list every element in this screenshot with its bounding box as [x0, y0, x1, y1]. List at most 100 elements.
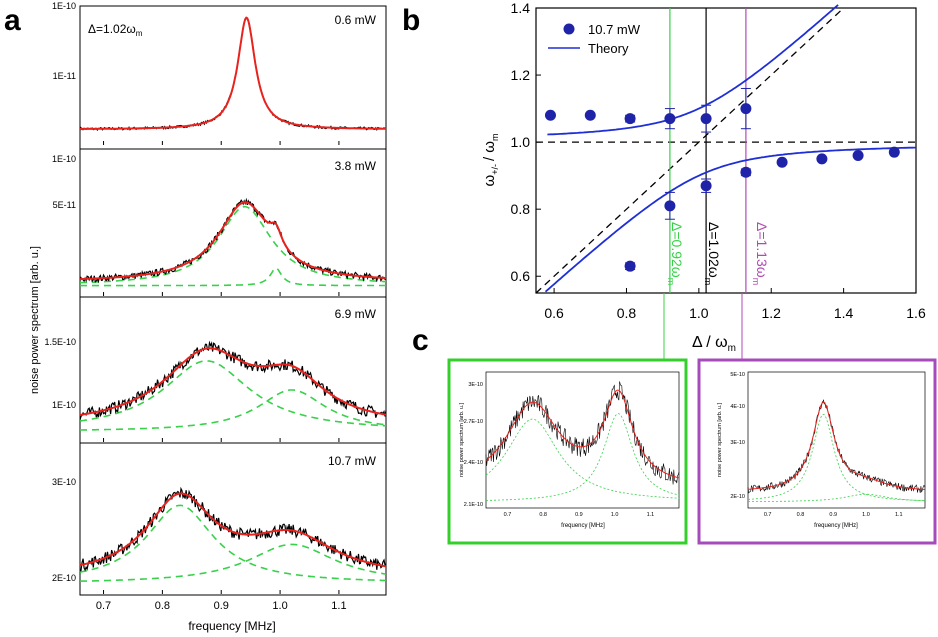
- s1-ytick-1: 1E-11: [53, 71, 76, 81]
- ylabel-den-sub: m: [490, 133, 500, 141]
- fit-curve-3: [79, 347, 387, 416]
- panel-a: noise power spectrum [arb. u.] frequency…: [29, 1, 387, 633]
- inset-left-axes: [485, 371, 680, 509]
- theory-upper-branch: [547, 4, 839, 136]
- inset-2-xtick-label: 1.1: [895, 512, 903, 518]
- b-xtick-label: 1.2: [762, 305, 782, 321]
- cr-ytick-1: 4E-10: [730, 404, 745, 410]
- b-xtick-label: 1.6: [906, 305, 926, 321]
- data-point-lower: [888, 146, 900, 158]
- inset-2-component-0: [748, 413, 926, 501]
- cl-xlabel: frequency [MHz]: [561, 523, 605, 529]
- detuning-label: Δ=1.02ωm: [88, 22, 143, 38]
- b-xtick-label: 0.8: [617, 305, 637, 321]
- cl-ytick-0: 3E-10: [468, 382, 483, 388]
- inset-1-fit: [485, 389, 680, 479]
- panel-c: 3E-10 2.7E-10 2.4E-10 2.1E-10 noise powe…: [447, 293, 937, 545]
- detuning-label-main: Δ=1.02ω: [88, 22, 136, 36]
- legend-points-label: 10.7 mW: [588, 22, 641, 37]
- s2-ytick-0: 1E-10: [52, 154, 76, 164]
- data-point-lower: [852, 150, 864, 162]
- s3-ytick-1: 1E-10: [52, 400, 76, 410]
- inset-2-xtick-label: 1.0: [862, 512, 870, 518]
- cl-ylabel: noise power spectrum [arb. u.]: [459, 403, 465, 477]
- legend-point-marker: [563, 23, 575, 35]
- s2-power: 3.8 mW: [335, 159, 377, 173]
- s3-power: 6.9 mW: [335, 307, 377, 321]
- vline-label-green: Δ=0.92ωm: [666, 222, 685, 285]
- subplot-1: 1E-10 1E-11 Δ=1.02ωm 0.6 mW: [52, 1, 387, 150]
- detuning-label-sub: m: [136, 29, 143, 38]
- inset-2-component-1: [748, 493, 925, 502]
- cr-ytick-0: 5E-10: [730, 372, 745, 378]
- data-point-upper: [664, 113, 676, 125]
- panel-b-legend: 10.7 mW Theory: [548, 22, 641, 56]
- inset-2-xtick-label: 0.9: [829, 512, 837, 518]
- s4-ytick-0: 3E-10: [52, 477, 76, 487]
- panel-a-xtick-label: 1.0: [272, 600, 287, 612]
- s2-ytick-1: 5E-11: [53, 200, 76, 210]
- s3-ytick-0: 1.5E-10: [44, 337, 76, 347]
- panel-b: 0.6 0.8 1.0 1.2 1.4 1.6 0.6 0.8 1.0 1.2 1.4 ω+/- / …: [481, 0, 926, 354]
- inset-1-xtick-label: 1.1: [647, 512, 655, 518]
- panel-b-ylabel: ω+/- / ωm: [481, 133, 500, 186]
- cr-ylabel: noise power spectrum [arb. u.]: [717, 403, 723, 477]
- data-point-lower: [700, 180, 712, 192]
- component-2-curve-4: [80, 543, 387, 582]
- inset-right-axes: [747, 371, 926, 509]
- component-1-curve-2: [79, 205, 387, 284]
- b-ytick-label: 0.8: [511, 201, 531, 217]
- b-xtick-label: 1.0: [689, 305, 709, 321]
- fit-curve-1: [80, 16, 386, 130]
- theory-lower-branch: [544, 146, 916, 293]
- xlabel-sub: m: [728, 343, 736, 354]
- inset-1-xtick-label: 0.7: [504, 512, 512, 518]
- diagonal-line: [535, 7, 845, 294]
- panel-a-xtick-label: 0.9: [214, 600, 229, 612]
- b-xtick-label: 0.6: [544, 305, 564, 321]
- subplot-3: 1.5E-10 1E-10 6.9 mW: [44, 296, 387, 444]
- data-trace-4: [79, 486, 387, 572]
- data-point-lower: [816, 153, 828, 165]
- ylabel-den: / ω: [481, 141, 498, 161]
- fit-curve-4: [79, 492, 387, 568]
- panel-letter-b: b: [402, 4, 420, 37]
- inset-1-xtick-label: 0.8: [539, 512, 547, 518]
- vline-label-purple: Δ=1.13ωm: [751, 222, 770, 285]
- cr-ytick-2: 3E-10: [730, 440, 745, 446]
- panel-letter-c: c: [412, 324, 429, 357]
- s1-ytick-0: 1E-10: [52, 1, 76, 11]
- b-ytick-label: 1.0: [511, 134, 531, 150]
- vline-label-black: Δ=1.02ωm: [703, 222, 722, 285]
- b-ytick-label: 0.6: [511, 268, 531, 284]
- panel-a-xtick-label: 0.8: [155, 600, 170, 612]
- fit-curve-2: [80, 201, 386, 281]
- ylabel-sub: +/-: [490, 164, 500, 175]
- s1-power: 0.6 mW: [335, 13, 377, 27]
- panel-letter-a: a: [4, 4, 21, 37]
- panel-b-xlabel: Δ / ωm: [692, 334, 736, 354]
- data-point-lower: [624, 260, 636, 272]
- inset-2-xtick-label: 0.8: [797, 512, 805, 518]
- legend-line-label: Theory: [588, 41, 629, 56]
- b-ytick-label: 1.2: [511, 67, 531, 83]
- inset-1-data: [485, 381, 680, 485]
- ylabel-sym: ω: [481, 175, 498, 187]
- component-1-curve-3: [79, 360, 386, 427]
- inset-1-xtick-label: 1.0: [611, 512, 619, 518]
- svg-text:ω+/-/ ωm: ω+/- / ωm: [481, 133, 500, 186]
- inset-2-xtick-label: 0.7: [764, 512, 772, 518]
- subplot-2: 1E-10 5E-11 3.8 mW: [52, 148, 387, 298]
- panel-a-ylabel: noise power spectrum [arb. u.]: [29, 246, 41, 394]
- inset-2-data: [747, 399, 926, 494]
- component-2-curve-2: [80, 267, 386, 287]
- b-ytick-label: 1.4: [511, 0, 531, 16]
- data-point-lower: [740, 166, 752, 178]
- data-point-upper: [584, 109, 596, 121]
- cl-ytick-1: 2.7E-10: [464, 419, 483, 425]
- data-point-lower: [664, 200, 676, 212]
- component-1-curve-4: [79, 504, 387, 582]
- data-point-upper: [740, 103, 752, 115]
- cr-xlabel: frequency [MHz]: [814, 523, 858, 529]
- panel-a-xticks: 0.7 0.8 0.9 1.0 1.1: [96, 600, 347, 612]
